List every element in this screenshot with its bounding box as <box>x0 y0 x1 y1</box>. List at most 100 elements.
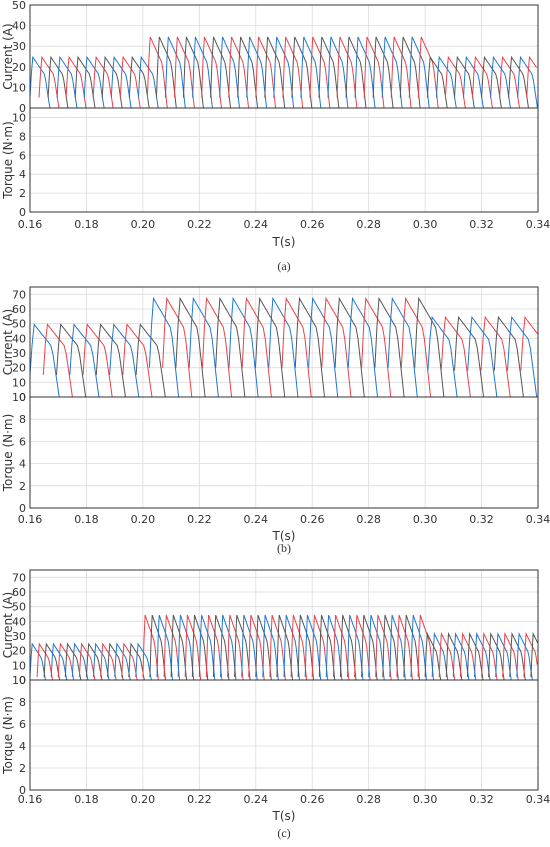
y-tick-label: 30 <box>12 347 26 360</box>
y-tick-label: 10 <box>12 111 26 124</box>
torque-y-axis-label: Torque (N·m) <box>1 414 15 493</box>
current-pulse <box>234 614 251 681</box>
x-tick-label: 0.20 <box>131 793 156 806</box>
current-pulse <box>227 614 244 681</box>
y-tick-label: 2 <box>19 762 26 775</box>
current-pulse <box>480 315 511 398</box>
current-pulse <box>198 614 216 681</box>
x-tick-label: 0.34 <box>526 513 550 526</box>
current-y-axis-label: Current (A) <box>1 592 15 658</box>
current-pulse <box>281 296 312 398</box>
current-pulse <box>339 614 357 681</box>
current-pulse <box>56 323 87 398</box>
current-pulse <box>435 55 457 109</box>
current-pulse <box>220 614 237 681</box>
current-pulse <box>309 36 331 109</box>
current-pulse <box>332 614 350 681</box>
current-pulse <box>192 36 213 109</box>
x-tick-label: 0.32 <box>469 218 494 231</box>
current-pulse <box>128 642 145 681</box>
current-pulse <box>43 642 61 681</box>
torque-y-axis-label: Torque (N·m) <box>1 121 15 200</box>
x-tick-label: 0.34 <box>526 218 550 231</box>
torque-plot-frame <box>29 396 539 509</box>
current-pulse <box>361 614 378 681</box>
current-pulse <box>282 36 304 109</box>
x-tick-label: 0.30 <box>413 793 438 806</box>
x-tick-label: 0.18 <box>74 793 99 806</box>
current-pulse <box>121 642 138 681</box>
current-pulse <box>165 36 186 109</box>
current-pulse <box>109 323 140 398</box>
y-tick-label: 60 <box>12 303 26 316</box>
current-pulse <box>107 642 124 681</box>
current-pulse <box>381 36 403 109</box>
current-pulse <box>47 55 69 109</box>
current-pulse <box>354 36 376 109</box>
current-pulse <box>424 631 442 681</box>
current-pulse <box>38 55 60 109</box>
current-pulse <box>188 296 219 398</box>
current-pulse <box>246 36 268 109</box>
current-pulse <box>64 642 82 681</box>
current-pulse <box>269 614 286 681</box>
y-tick-label: 10 <box>12 659 26 672</box>
current-y-axis-label: Current (A) <box>1 309 15 375</box>
current-pulse <box>264 36 286 109</box>
current-pulse <box>400 296 432 398</box>
x-axis-label: T(s) <box>272 235 296 249</box>
current-pulse <box>228 36 250 109</box>
current-pulse <box>526 55 538 98</box>
current-pulse <box>241 614 258 681</box>
current-pulse <box>454 315 485 398</box>
current-pulse <box>493 315 524 398</box>
current-pulse <box>95 323 126 398</box>
current-pulse <box>268 296 299 398</box>
current-pulse <box>82 323 113 398</box>
y-tick-label: 0 <box>19 391 26 404</box>
y-tick-label: 40 <box>12 20 26 33</box>
current-pulse <box>318 36 340 109</box>
current-pulse <box>290 614 308 681</box>
current-pulse <box>481 631 498 681</box>
y-tick-label: 10 <box>12 674 26 687</box>
y-tick-label: 0 <box>19 102 26 115</box>
x-tick-label: 0.20 <box>131 513 156 526</box>
current-pulse <box>162 296 193 398</box>
x-tick-label: 0.18 <box>74 218 99 231</box>
x-tick-label: 0.16 <box>18 513 43 526</box>
current-pulse <box>509 631 526 681</box>
chart-panel-b: 0.16 0.18 0.20 0.22 0.24 0.26 0.28 0.30 0.32 0.34… <box>1 286 550 555</box>
current-pulse <box>110 55 132 109</box>
current-pulse <box>201 296 233 398</box>
current-pulse <box>294 296 325 398</box>
current-pulse <box>42 323 73 398</box>
current-pulse <box>508 55 529 109</box>
current-pulse <box>114 642 131 681</box>
x-axis-label: T(s) <box>272 809 296 823</box>
current-pulse <box>408 36 430 109</box>
x-tick-label: 0.32 <box>469 513 494 526</box>
x-tick-label: 0.26 <box>300 218 325 231</box>
current-pulse <box>119 55 141 109</box>
current-pulse <box>389 614 406 681</box>
current-pulse <box>83 55 105 109</box>
current-pulse <box>495 631 512 681</box>
current-pulse <box>69 323 100 398</box>
current-pulse <box>155 36 177 109</box>
current-pulse <box>327 36 349 109</box>
current-pulse <box>444 55 466 109</box>
current-pulse <box>472 55 493 109</box>
x-tick-label: 0.24 <box>244 793 269 806</box>
chart-panel-c: 0.16 0.18 0.20 0.22 0.24 0.26 0.28 0.30 0.32 0.34… <box>1 569 550 840</box>
x-tick-label: 0.28 <box>356 513 381 526</box>
current-pulse <box>399 36 421 109</box>
current-pulse <box>297 614 315 681</box>
current-pulse <box>334 296 365 398</box>
current-pulse <box>426 55 448 109</box>
torque-plot-frame <box>29 107 539 213</box>
current-pulse <box>440 315 471 398</box>
current-pulse <box>311 614 329 681</box>
x-tick-label: 0.26 <box>300 793 325 806</box>
current-pulse <box>273 36 295 109</box>
